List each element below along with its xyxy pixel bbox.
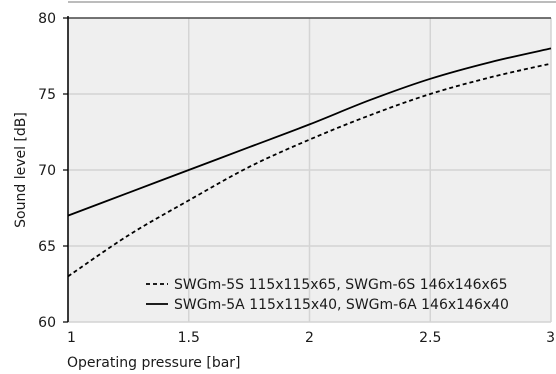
x-tick-label: 2.5 (419, 330, 441, 346)
x-tick-label: 1 (67, 330, 76, 346)
x-tick-label: 2 (305, 330, 314, 346)
legend-label-solid: SWGm-5A 115x115x40, SWGm-6A 146x146x40 (174, 297, 509, 313)
x-tick-label: 3 (546, 330, 555, 346)
y-tick-label: 60 (38, 315, 56, 331)
tick-labels: 60 65 70 75 80 1 1.5 2 2.5 3 (38, 11, 555, 346)
y-axis-label: Sound level [dB] (13, 112, 29, 228)
series-line-dashed (67, 62, 552, 278)
y-tick-label: 75 (38, 87, 56, 103)
y-tick-label: 80 (38, 11, 56, 27)
x-tick-label: 1.5 (178, 330, 200, 346)
y-tick-label: 65 (38, 239, 56, 255)
series-line-solid (67, 47, 552, 217)
legend-label-dashed: SWGm-5S 115x115x65, SWGm-6S 146x146x65 (174, 277, 508, 293)
y-tick-label: 70 (38, 163, 56, 179)
series-lines (67, 47, 552, 278)
axes (63, 1, 556, 323)
legend: SWGm-5S 115x115x65, SWGm-6S 146x146x65 S… (146, 277, 509, 313)
x-axis-label: Operating pressure [bar] (67, 355, 241, 371)
